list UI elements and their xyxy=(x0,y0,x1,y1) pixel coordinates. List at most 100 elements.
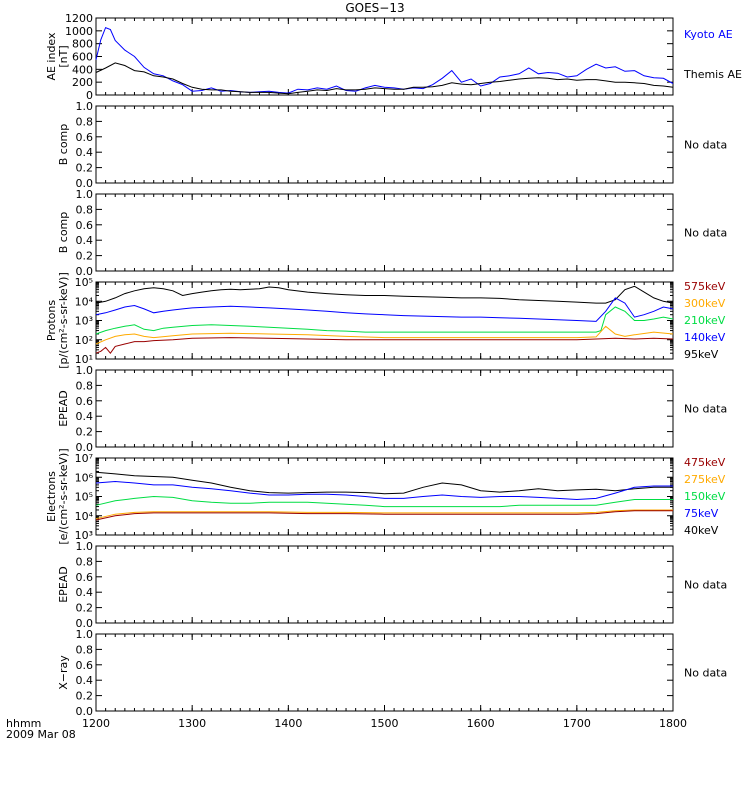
y-tick-label: 10⁵ xyxy=(75,276,93,289)
y-tick-label: 10¹ xyxy=(75,353,93,366)
y-tick-label: 0.6 xyxy=(76,659,94,672)
y-tick-label: 400 xyxy=(72,63,93,76)
y-tick-label: 0.0 xyxy=(76,177,94,190)
y-axis-label: B comp xyxy=(57,212,70,254)
y-tick-label: 0.6 xyxy=(76,219,94,232)
series-line-75kev xyxy=(95,480,673,501)
panel-frame xyxy=(95,105,674,184)
y-tick-label: 10⁴ xyxy=(75,295,94,308)
y-tick-label: 10³ xyxy=(75,529,93,542)
no-data-note: No data xyxy=(684,139,727,152)
y-axis-label: EPEAD xyxy=(57,390,70,427)
y-axis-label: [e/(cm²-s-sr-keV)] xyxy=(57,448,70,544)
y-tick-label: 600 xyxy=(72,51,93,64)
y-tick-label: 10⁵ xyxy=(75,491,93,504)
y-tick-label: 0.2 xyxy=(76,426,94,439)
series-line-95kev xyxy=(95,285,674,304)
y-tick-label: 200 xyxy=(72,76,93,89)
y-tick-label: 10² xyxy=(75,334,93,347)
y-axis-label: X−ray xyxy=(57,655,70,690)
series-line-300kev xyxy=(95,325,674,345)
x-tick-label: 1800 xyxy=(659,717,687,730)
y-tick-label: 0.8 xyxy=(76,643,94,656)
y-tick-label: 10⁶ xyxy=(75,471,94,484)
no-data-note: No data xyxy=(684,579,727,592)
series-line-150kev xyxy=(95,495,673,508)
panel-protons: 10¹ 10² 10³ 10⁴ 10⁵ Protons [p/(cm²-s-sr-keV)]… xyxy=(45,272,726,369)
y-axis-label: [p/(cm²-s-sr-keV)] xyxy=(57,272,70,369)
x-tick-label: 1400 xyxy=(274,717,302,730)
series-line-210kev xyxy=(95,306,674,335)
y-tick-label: 0.0 xyxy=(76,705,94,718)
y-tick-label: 0.6 xyxy=(76,131,94,144)
y-tick-label: 0.2 xyxy=(76,162,94,175)
panel-frame xyxy=(95,457,674,536)
y-axis-label: [nT] xyxy=(57,45,70,67)
y-tick-label: 1000 xyxy=(65,25,93,38)
y-tick-label: 10⁷ xyxy=(75,452,93,465)
y-tick-label: 0.8 xyxy=(76,379,94,392)
y-tick-label: 0.8 xyxy=(76,555,94,568)
legend-entry: 275keV xyxy=(684,473,726,486)
panel-bcomp1: 0.0 0.2 0.4 0.6 0.8 1.0 B comp No data xyxy=(57,100,727,190)
no-data-note: No data xyxy=(684,227,727,240)
panel-frame xyxy=(95,545,674,624)
y-tick-label: 10⁴ xyxy=(75,510,94,523)
panel-epead2: 0.0 0.2 0.4 0.6 0.8 1.0 EPEAD No data xyxy=(57,540,727,630)
y-tick-label: 0 xyxy=(86,89,93,102)
y-tick-label: 1.0 xyxy=(76,188,94,201)
series-line-275kev xyxy=(95,509,673,520)
series-line-kyoto-ae xyxy=(95,26,674,94)
x-tick-label: 1700 xyxy=(563,717,591,730)
x-tick-label: 1200 xyxy=(82,717,110,730)
y-tick-label: 0.2 xyxy=(76,690,94,703)
y-tick-label: 0.0 xyxy=(76,265,94,278)
panel-xray: 0.0 0.2 0.4 0.6 0.8 1.0 X−ray No data 1200 1300 14… xyxy=(57,628,727,730)
panel-frame xyxy=(95,369,674,448)
y-tick-label: 0.8 xyxy=(76,115,94,128)
legend-entry: 95keV xyxy=(684,348,719,361)
y-axis-label: B comp xyxy=(57,124,70,166)
y-tick-label: 1.0 xyxy=(76,364,94,377)
x-tick-label: 1500 xyxy=(371,717,399,730)
panel-electrons: 10³ 10⁴ 10⁵ 10⁶ 10⁷ Electrons [e/(cm²-s-sr-keV… xyxy=(45,448,726,544)
legend-entry: 75keV xyxy=(684,507,719,520)
legend-entry: Themis AE xyxy=(683,68,742,81)
y-axis-label: Protons xyxy=(45,300,58,341)
date-label: 2009 Mar 08 xyxy=(6,728,76,741)
legend-entry: 300keV xyxy=(684,297,726,310)
series-line-40kev xyxy=(95,471,673,495)
page-title: GOES−13 xyxy=(345,1,405,15)
panel-bcomp2: 0.0 0.2 0.4 0.6 0.8 1.0 B comp No data xyxy=(57,188,727,278)
legend-entry: 140keV xyxy=(684,331,726,344)
y-tick-label: 0.4 xyxy=(76,146,94,159)
legend-entry: 575keV xyxy=(684,280,726,293)
legend-entry: 210keV xyxy=(684,314,726,327)
y-tick-label: 1.0 xyxy=(76,628,94,641)
x-tick-label: 1600 xyxy=(467,717,495,730)
y-tick-label: 0.6 xyxy=(76,395,94,408)
y-tick-label: 1.0 xyxy=(76,540,94,553)
series-line-themis-ae xyxy=(95,62,674,95)
legend-entry: 475keV xyxy=(684,456,726,469)
y-tick-label: 0.0 xyxy=(76,441,94,454)
y-tick-label: 0.2 xyxy=(76,602,94,615)
y-tick-label: 0.2 xyxy=(76,250,94,263)
y-tick-label: 1200 xyxy=(65,12,93,25)
series-line-475kev xyxy=(95,510,673,521)
panel-frame xyxy=(95,633,674,712)
time-axis-unit-label: hhmm xyxy=(6,717,42,730)
y-axis-label: Electrons xyxy=(45,471,58,522)
y-tick-label: 0.4 xyxy=(76,586,94,599)
series-line-575kev xyxy=(95,337,674,355)
legend-entry: 150keV xyxy=(684,490,726,503)
no-data-note: No data xyxy=(684,667,727,680)
y-axis-label: EPEAD xyxy=(57,566,70,603)
y-tick-label: 0.4 xyxy=(76,234,94,247)
legend-entry: 40keV xyxy=(684,524,719,537)
panel-epead1: 0.0 0.2 0.4 0.6 0.8 1.0 EPEAD No data xyxy=(57,364,727,454)
panel-frame xyxy=(95,193,674,272)
x-tick-label: 1300 xyxy=(178,717,206,730)
